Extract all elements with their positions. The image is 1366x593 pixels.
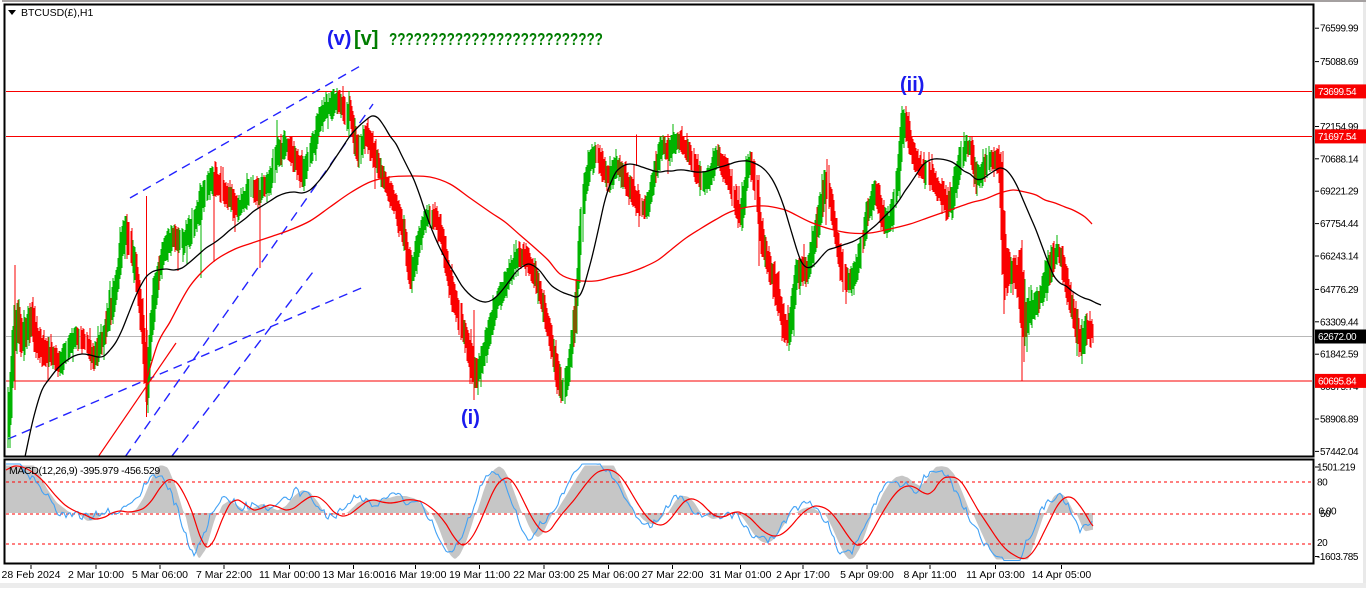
svg-text:??????????????????????????: ??????????????????????????	[389, 30, 603, 49]
svg-text:7 Mar 22:00: 7 Mar 22:00	[196, 569, 252, 581]
svg-text:0.00: 0.00	[1319, 507, 1338, 518]
svg-text:5 Apr 09:00: 5 Apr 09:00	[840, 569, 894, 581]
svg-text:2 Apr 17:00: 2 Apr 17:00	[776, 569, 830, 581]
svg-text:72154.99: 72154.99	[1320, 122, 1359, 133]
svg-text:8 Apr 11:00: 8 Apr 11:00	[904, 569, 957, 581]
svg-text:60695.84: 60695.84	[1318, 376, 1357, 387]
svg-text:[v]: [v]	[354, 28, 378, 50]
svg-text:61842.59: 61842.59	[1320, 350, 1359, 361]
svg-text:69221.29: 69221.29	[1320, 187, 1359, 198]
svg-text:64776.29: 64776.29	[1320, 285, 1359, 296]
svg-text:MACD(12,26,9) -395.979 -456.52: MACD(12,26,9) -395.979 -456.529	[9, 465, 160, 477]
svg-text:71697.54: 71697.54	[1318, 132, 1357, 143]
svg-text:80: 80	[1317, 478, 1328, 489]
svg-text:25 Mar 06:00: 25 Mar 06:00	[578, 569, 640, 581]
svg-text:(i): (i)	[461, 407, 480, 429]
svg-text:76599.99: 76599.99	[1320, 24, 1359, 35]
svg-text:11 Apr 03:00: 11 Apr 03:00	[966, 569, 1025, 581]
svg-text:63309.44: 63309.44	[1320, 317, 1359, 328]
svg-text:57442.04: 57442.04	[1320, 447, 1359, 458]
svg-text:31 Mar 01:00: 31 Mar 01:00	[710, 569, 772, 581]
svg-text:73699.54: 73699.54	[1318, 87, 1357, 98]
svg-text:16 Mar 19:00: 16 Mar 19:00	[385, 569, 447, 581]
svg-text:67754.44: 67754.44	[1320, 219, 1359, 230]
svg-text:2 Mar 10:00: 2 Mar 10:00	[68, 569, 124, 581]
svg-text:75088.69: 75088.69	[1320, 57, 1359, 68]
svg-text:66243.14: 66243.14	[1320, 252, 1359, 263]
svg-text:BTCUSD(£),H1: BTCUSD(£),H1	[21, 7, 94, 19]
svg-text:1501.219: 1501.219	[1317, 463, 1356, 474]
svg-text:11 Mar 00:00: 11 Mar 00:00	[259, 569, 320, 581]
svg-text:22 Mar 03:00: 22 Mar 03:00	[513, 569, 575, 581]
svg-text:(v): (v)	[327, 28, 351, 50]
svg-text:62672.00: 62672.00	[1318, 332, 1357, 343]
svg-text:27 Mar 22:00: 27 Mar 22:00	[642, 569, 704, 581]
svg-text:-1603.785: -1603.785	[1317, 552, 1359, 563]
svg-text:14 Apr 05:00: 14 Apr 05:00	[1032, 569, 1092, 581]
svg-text:(ii): (ii)	[900, 74, 924, 96]
svg-text:13 Mar 16:00: 13 Mar 16:00	[323, 569, 385, 581]
svg-text:28 Feb 2024: 28 Feb 2024	[2, 569, 61, 581]
svg-text:19 Mar 11:00: 19 Mar 11:00	[449, 569, 510, 581]
svg-text:58908.89: 58908.89	[1320, 415, 1359, 426]
svg-text:20: 20	[1317, 538, 1328, 549]
svg-text:5 Mar 06:00: 5 Mar 06:00	[132, 569, 188, 581]
svg-text:70688.14: 70688.14	[1320, 154, 1359, 165]
svg-text:50: 50	[1320, 509, 1331, 520]
